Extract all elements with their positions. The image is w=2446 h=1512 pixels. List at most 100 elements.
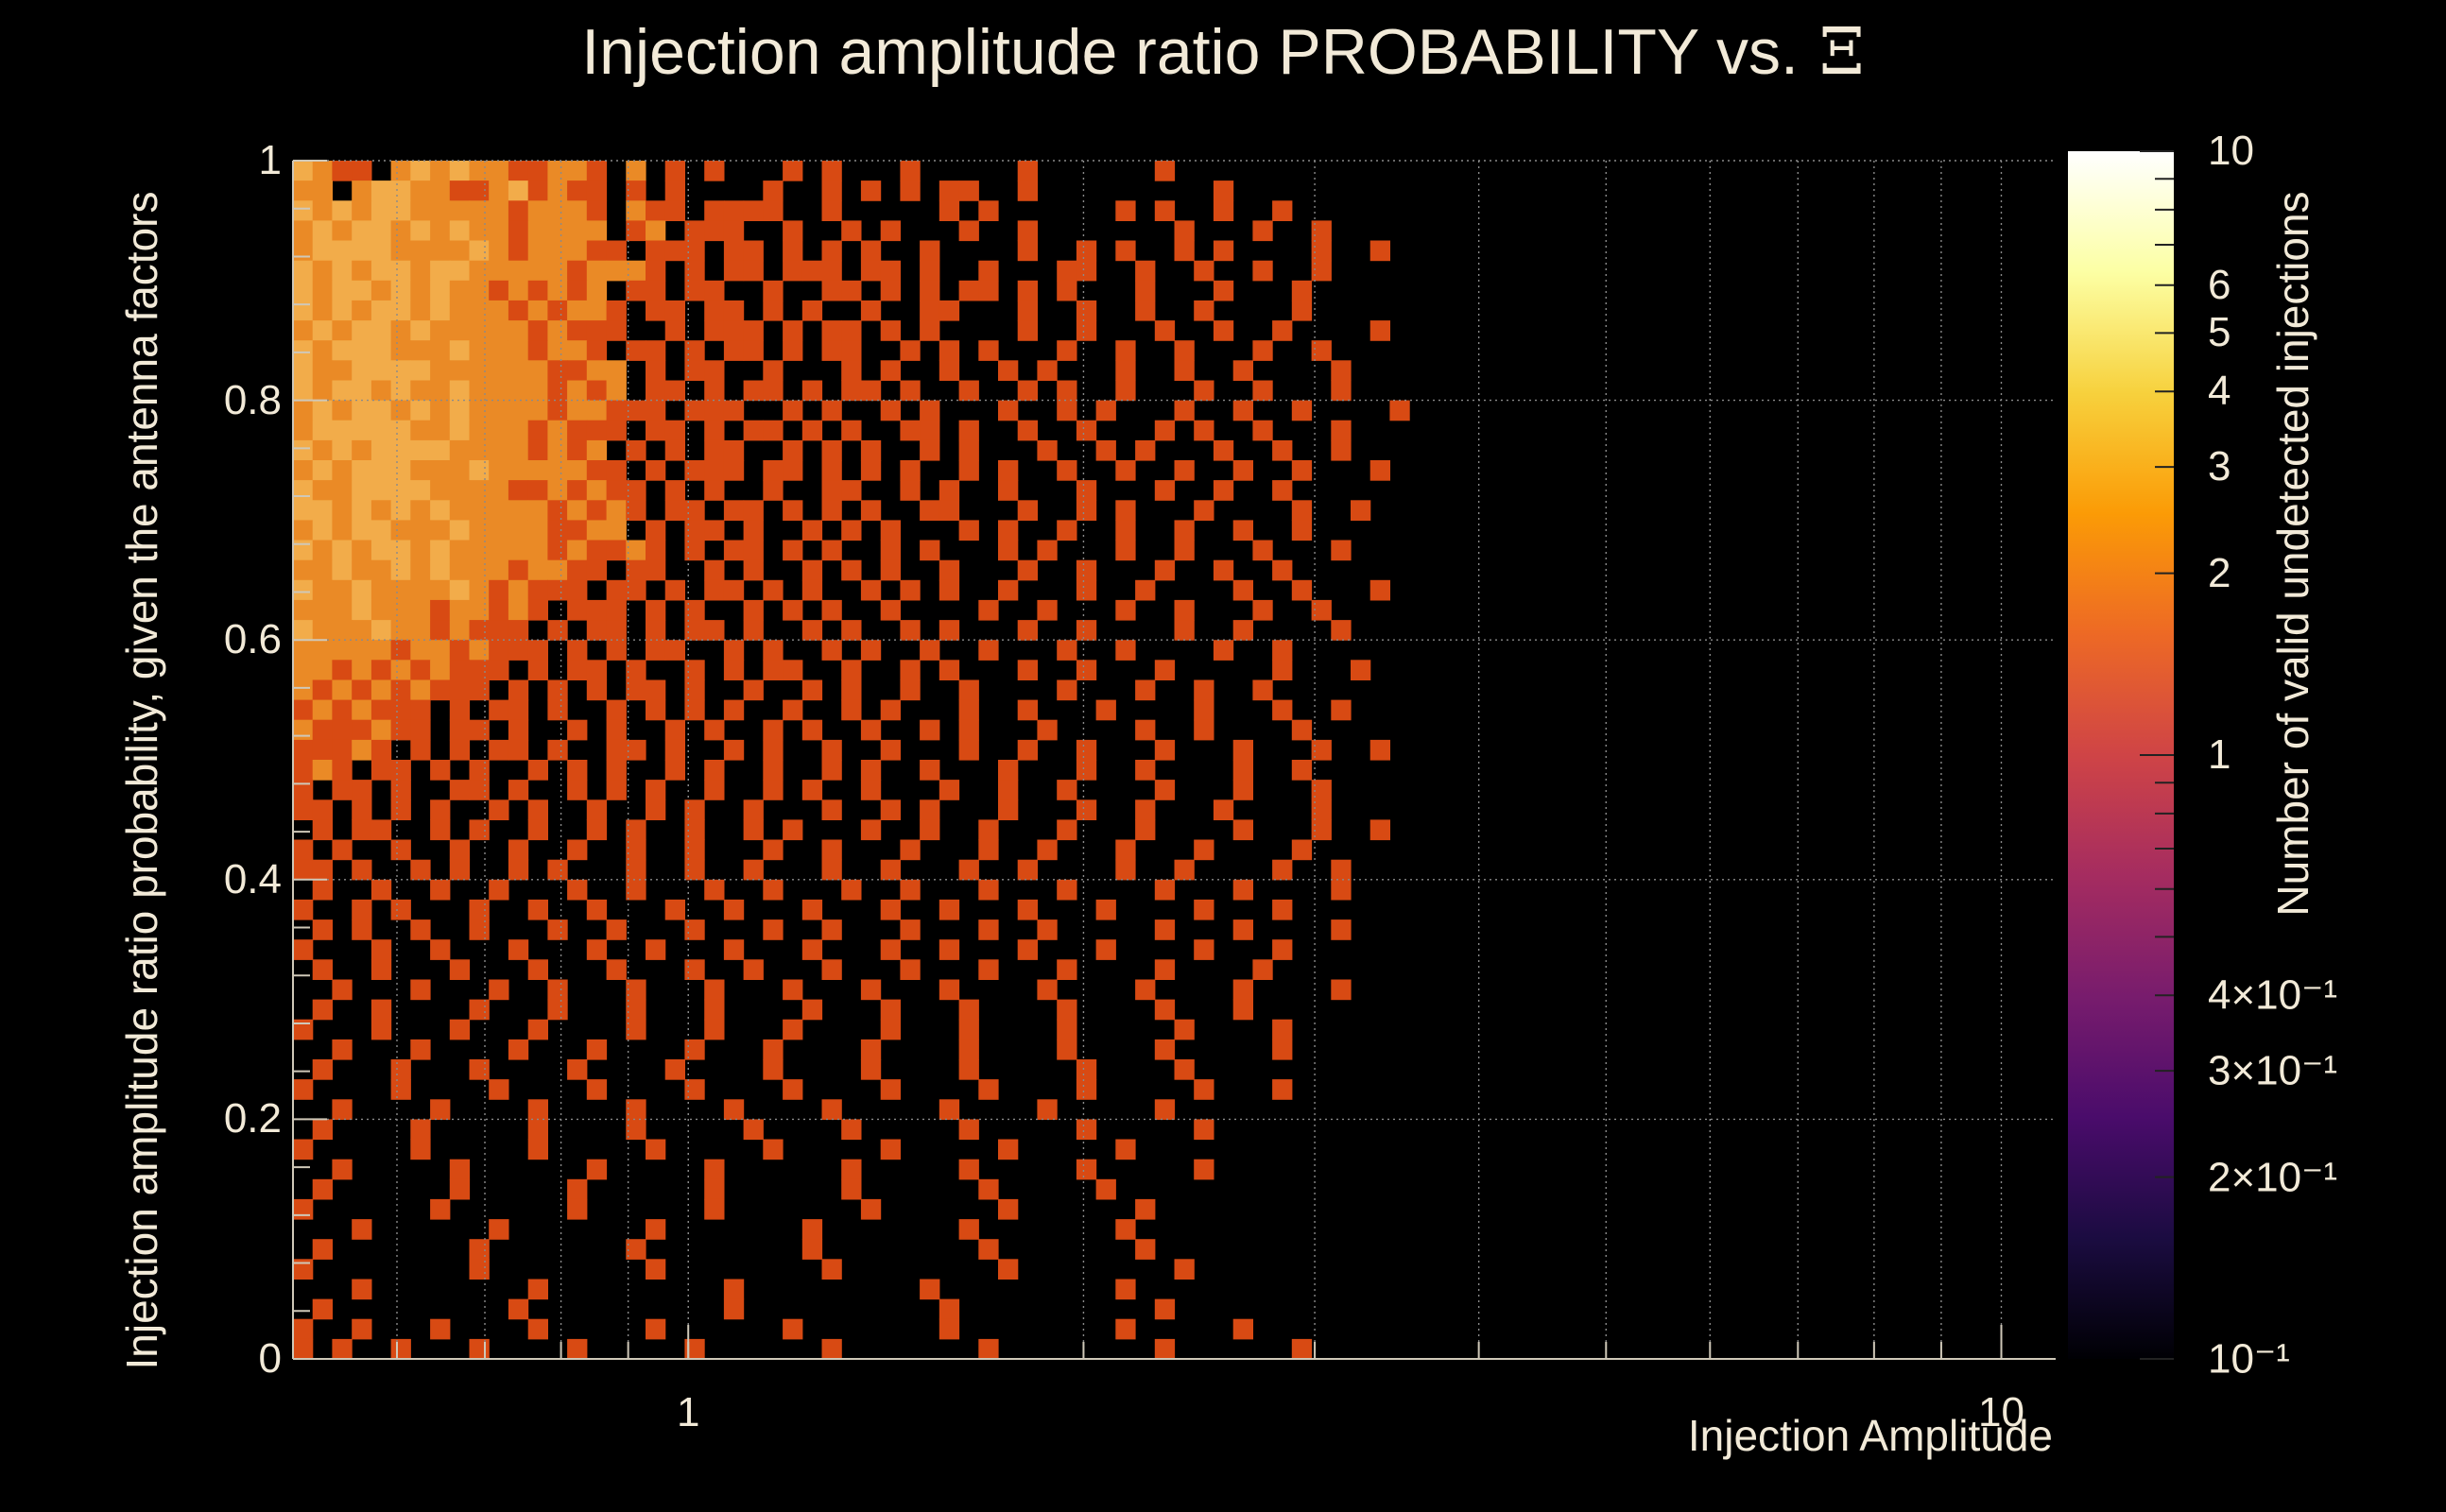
colorbar-tick-label: 3×10⁻¹ (2208, 1047, 2337, 1094)
heatmap-cell (860, 500, 882, 521)
heatmap-cell (958, 679, 979, 701)
heatmap-cell (821, 640, 842, 661)
heatmap-cell (880, 559, 901, 581)
heatmap-cell (1115, 1219, 1136, 1240)
heatmap-cell (352, 400, 372, 421)
heatmap-cell (606, 360, 627, 381)
heatmap-cell (527, 540, 548, 561)
heatmap-cell (508, 739, 529, 761)
heatmap-cell (900, 679, 921, 701)
heatmap-cell (312, 439, 333, 461)
heatmap-cell (939, 979, 960, 1001)
heatmap-cell (293, 220, 314, 242)
heatmap-cell (390, 260, 411, 282)
heatmap-cell (390, 640, 411, 661)
heatmap-cell (900, 380, 921, 402)
heatmap-cell (783, 599, 803, 621)
heatmap-cell (920, 320, 940, 341)
heatmap-cell (723, 739, 745, 761)
heatmap-cell (704, 520, 725, 541)
heatmap-cell (723, 1279, 745, 1300)
heatmap-cell (998, 1259, 1019, 1280)
heatmap-cell (312, 520, 333, 541)
heatmap-cell (939, 660, 960, 680)
heatmap-cell (1291, 1338, 1313, 1360)
heatmap-cell (1272, 1039, 1293, 1060)
heatmap-cell (958, 220, 979, 242)
heatmap-cell (1037, 360, 1058, 381)
heatmap-cell (684, 400, 705, 421)
heatmap-cell (352, 260, 372, 282)
heatmap-cell (430, 559, 451, 581)
heatmap-cell (527, 1019, 548, 1040)
heatmap-cell (410, 161, 431, 181)
heatmap-cell (763, 739, 784, 761)
heatmap-cell (449, 579, 471, 601)
heatmap-cell (312, 579, 333, 601)
heatmap-cell (821, 260, 842, 282)
heatmap-cell (332, 400, 353, 421)
heatmap-cell (1232, 999, 1253, 1021)
heatmap-cell (1017, 180, 1038, 201)
heatmap-cell (684, 1338, 705, 1360)
heatmap-cell (312, 400, 333, 421)
heatmap-cell (880, 599, 901, 621)
heatmap-cell (410, 979, 431, 1001)
heatmap-cell (293, 1139, 314, 1160)
heatmap-cell (547, 420, 568, 441)
heatmap-cell (841, 699, 862, 721)
heatmap-cell (998, 480, 1019, 501)
heatmap-cell (821, 859, 842, 881)
heatmap-cell (821, 760, 842, 781)
colorbar-label: Number of valid undetected injections (2268, 191, 2317, 917)
heatmap-cell (1174, 360, 1195, 381)
heatmap-cell (958, 180, 979, 201)
y-tick-label: 1 (258, 137, 282, 183)
heatmap-cell (312, 360, 333, 381)
heatmap-cell (1057, 340, 1077, 361)
heatmap-cell (1232, 979, 1253, 1001)
heatmap-cell (626, 161, 646, 181)
heatmap-cell (939, 340, 960, 361)
heatmap-cell (370, 579, 392, 601)
heatmap-cell (390, 599, 411, 621)
heatmap-cell (646, 1139, 666, 1160)
colorbar-tick-label: 4 (2208, 368, 2231, 415)
heatmap-cell (547, 161, 568, 181)
heatmap-cell (1174, 1059, 1195, 1080)
heatmap-cell (449, 480, 471, 501)
heatmap-cell (1076, 620, 1097, 641)
heatmap-cell (430, 679, 451, 701)
heatmap-cell (312, 540, 333, 561)
heatmap-cell (449, 699, 471, 721)
heatmap-cell (646, 360, 666, 381)
heatmap-cell (469, 760, 490, 781)
heatmap-cell (567, 460, 588, 481)
heatmap-cell (998, 520, 1019, 541)
heatmap-cell (312, 240, 333, 262)
heatmap-cell (1115, 540, 1136, 561)
heatmap-cell (293, 161, 314, 181)
heatmap-cell (370, 959, 392, 980)
heatmap-cell (900, 340, 921, 361)
heatmap-cell (978, 280, 999, 301)
heatmap-cell (489, 1079, 509, 1100)
heatmap-cell (312, 819, 333, 841)
heatmap-cell (370, 719, 392, 741)
heatmap-cell (704, 1159, 725, 1180)
heatmap-cell (449, 161, 471, 181)
heatmap-cell (370, 520, 392, 541)
heatmap-cell (684, 460, 705, 481)
heatmap-cell (527, 240, 548, 262)
heatmap-cell (527, 300, 548, 321)
heatmap-cell (527, 559, 548, 581)
heatmap-cell (606, 420, 627, 441)
heatmap-cell (370, 180, 392, 201)
heatmap-cell (586, 520, 608, 541)
heatmap-cell (684, 959, 705, 980)
heatmap-cell (567, 300, 588, 321)
heatmap-cell (1194, 679, 1214, 701)
heatmap-cell (430, 760, 451, 781)
heatmap-cell (763, 360, 784, 381)
heatmap-cell (586, 599, 608, 621)
